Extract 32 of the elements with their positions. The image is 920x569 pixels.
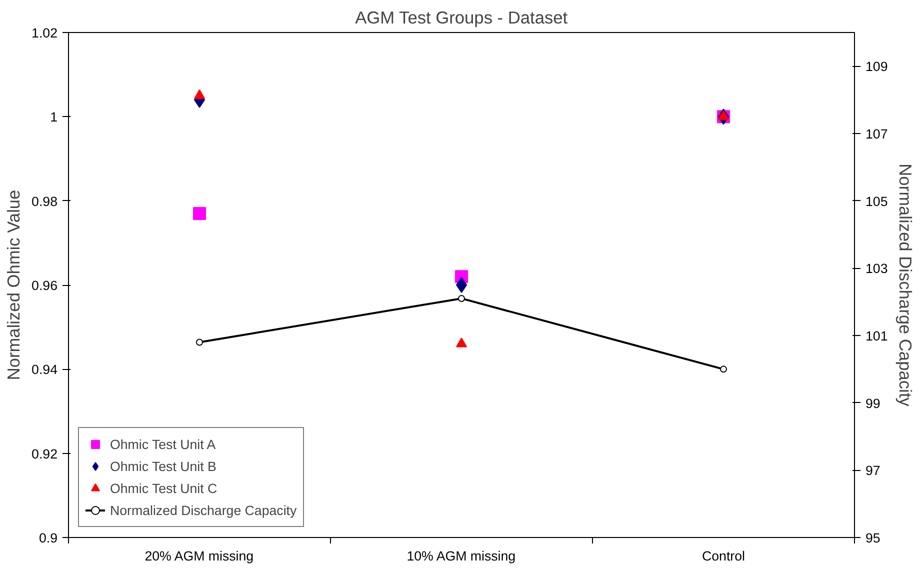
y-tick-label: 0.94	[32, 362, 58, 378]
y2-tick-label: 95	[866, 530, 880, 546]
legend-label: Ohmic Test Unit C	[110, 480, 218, 496]
y-tick-label: 0.98	[32, 194, 58, 209]
x-tick-label: 20% AGM missing	[144, 548, 254, 564]
y-tick-label: 1	[50, 110, 58, 125]
y-tick-label: 0.92	[32, 446, 58, 462]
legend-label: Normalized Discharge Capacity	[110, 502, 297, 518]
y2-axis-title: Normalized Discharge Capacity	[896, 164, 916, 407]
y2-tick-label: 107	[866, 126, 888, 142]
y2-tick-label: 97	[866, 463, 880, 478]
point	[196, 338, 203, 346]
legend-label: Ohmic Test Unit B	[110, 458, 216, 474]
point	[458, 294, 465, 302]
point	[720, 366, 727, 373]
y-tick-label: 1.02	[32, 26, 58, 40]
y2-tick-label: 105	[866, 194, 888, 209]
x-tick-label: Control	[702, 548, 746, 564]
y-tick-label: 0.96	[32, 278, 58, 293]
point	[718, 110, 729, 120]
point	[193, 206, 206, 220]
y2-tick-label: 109	[866, 59, 888, 74]
y-tick-label: 0.9	[38, 530, 58, 546]
chart-title: AGM Test Groups - Dataset	[355, 8, 568, 28]
point	[456, 338, 467, 348]
y2-tick-label: 101	[866, 328, 888, 344]
x-tick-label: 10% AGM missing	[406, 548, 516, 564]
y2-tick-label: 99	[866, 396, 880, 411]
y-axis-title: Normalized Ohmic Value	[4, 190, 24, 380]
y2-tick-label: 103	[866, 261, 888, 276]
point	[194, 89, 205, 100]
legend-label: Ohmic Test Unit A	[110, 436, 216, 452]
